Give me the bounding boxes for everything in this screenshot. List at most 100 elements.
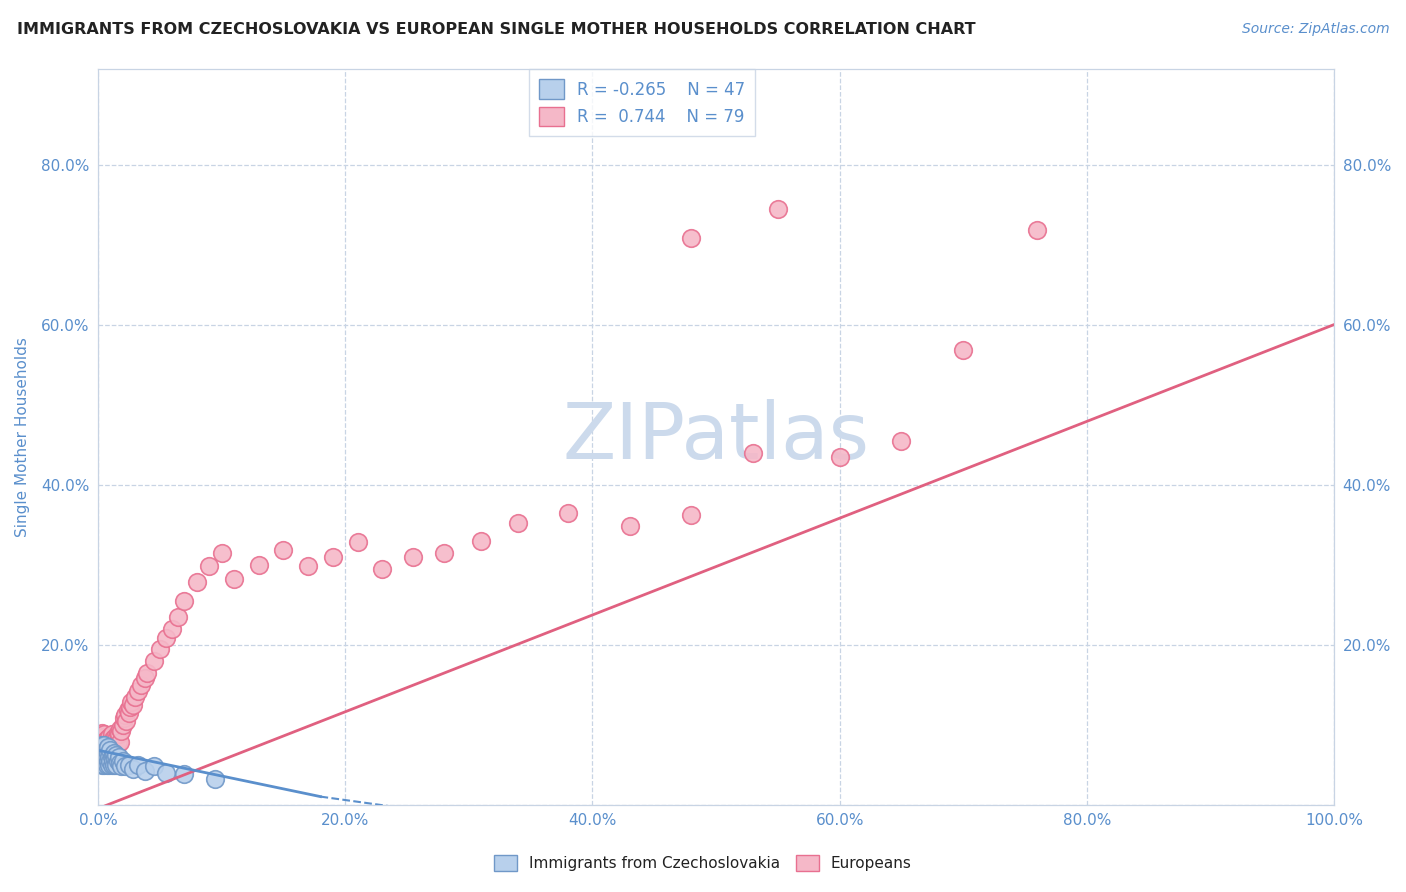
Point (98, 743, 121, 757)
Point (97, 741, 120, 756)
Point (114, 708, 136, 723)
Point (96, 741, 118, 756)
Point (91, 743, 114, 757)
Point (97, 735, 120, 749)
Point (890, 434, 912, 448)
Point (93, 757, 115, 772)
Point (111, 717, 134, 731)
Point (98, 733, 121, 747)
Point (121, 762, 143, 776)
Point (101, 731, 124, 746)
Point (103, 735, 125, 749)
Point (89, 749, 111, 764)
Point (160, 622, 183, 636)
Point (96, 746, 118, 760)
Point (186, 575, 208, 590)
Point (107, 754, 129, 768)
Point (98, 730, 121, 744)
Point (100, 749, 122, 764)
Point (619, 519, 641, 533)
Point (681, 231, 703, 245)
Point (127, 684, 149, 698)
Text: IMMIGRANTS FROM CZECHOSLOVAKIA VS EUROPEAN SINGLE MOTHER HOUSEHOLDS CORRELATION : IMMIGRANTS FROM CZECHOSLOVAKIA VS EUROPE… (17, 22, 976, 37)
Point (90, 757, 112, 772)
Point (96, 731, 118, 746)
Point (90, 746, 112, 760)
Point (108, 727, 131, 741)
Point (108, 722, 131, 736)
Point (105, 731, 128, 746)
Point (105, 757, 128, 772)
Point (111, 754, 134, 768)
Point (107, 725, 129, 739)
Point (100, 727, 122, 741)
Point (94, 743, 117, 757)
Point (101, 747, 124, 762)
Point (118, 757, 141, 772)
Point (89, 746, 111, 760)
Point (98, 743, 121, 757)
Point (97, 739, 120, 754)
Legend: R = -0.265    N = 47, R =  0.744    N = 79: R = -0.265 N = 47, R = 0.744 N = 79 (529, 70, 755, 136)
Point (273, 543, 295, 558)
Point (90, 738, 112, 752)
Point (742, 445, 765, 459)
Point (91, 739, 114, 754)
Point (105, 741, 128, 756)
Point (136, 665, 159, 680)
Point (89, 733, 111, 747)
Point (117, 703, 139, 717)
Point (557, 506, 579, 520)
Point (120, 695, 142, 709)
Point (173, 767, 195, 781)
Point (90, 739, 112, 754)
Point (142, 759, 165, 773)
Point (155, 765, 177, 780)
Point (97, 746, 120, 760)
Point (105, 747, 128, 762)
Point (90, 725, 112, 739)
Point (346, 535, 368, 549)
Point (115, 714, 138, 728)
Point (508, 516, 530, 530)
Point (204, 772, 226, 786)
Point (322, 549, 344, 564)
Point (104, 751, 127, 765)
Point (103, 757, 125, 772)
Point (124, 690, 146, 704)
Point (89, 738, 111, 752)
Point (127, 757, 149, 772)
Point (297, 559, 319, 574)
Point (108, 749, 131, 764)
Point (94, 733, 117, 747)
Point (103, 743, 125, 757)
Point (97, 754, 120, 768)
Point (167, 609, 190, 624)
Point (94, 746, 117, 760)
Point (89, 741, 111, 756)
Point (100, 746, 122, 760)
Point (766, 202, 789, 216)
Point (121, 698, 143, 712)
Point (247, 558, 270, 572)
Point (91, 754, 114, 768)
Point (91, 730, 114, 744)
Point (98, 757, 121, 772)
Point (112, 711, 135, 725)
Point (828, 450, 851, 464)
Point (1026, 223, 1049, 237)
Point (104, 730, 127, 744)
Point (142, 654, 165, 668)
Point (100, 757, 122, 772)
Point (93, 741, 115, 756)
Point (101, 741, 124, 756)
Point (952, 343, 974, 358)
Point (134, 671, 156, 685)
Point (93, 749, 115, 764)
Point (101, 754, 124, 768)
Point (402, 549, 425, 564)
Point (96, 749, 118, 764)
Text: ZIPatlas: ZIPatlas (562, 399, 869, 475)
Point (118, 706, 141, 720)
Point (110, 759, 132, 773)
